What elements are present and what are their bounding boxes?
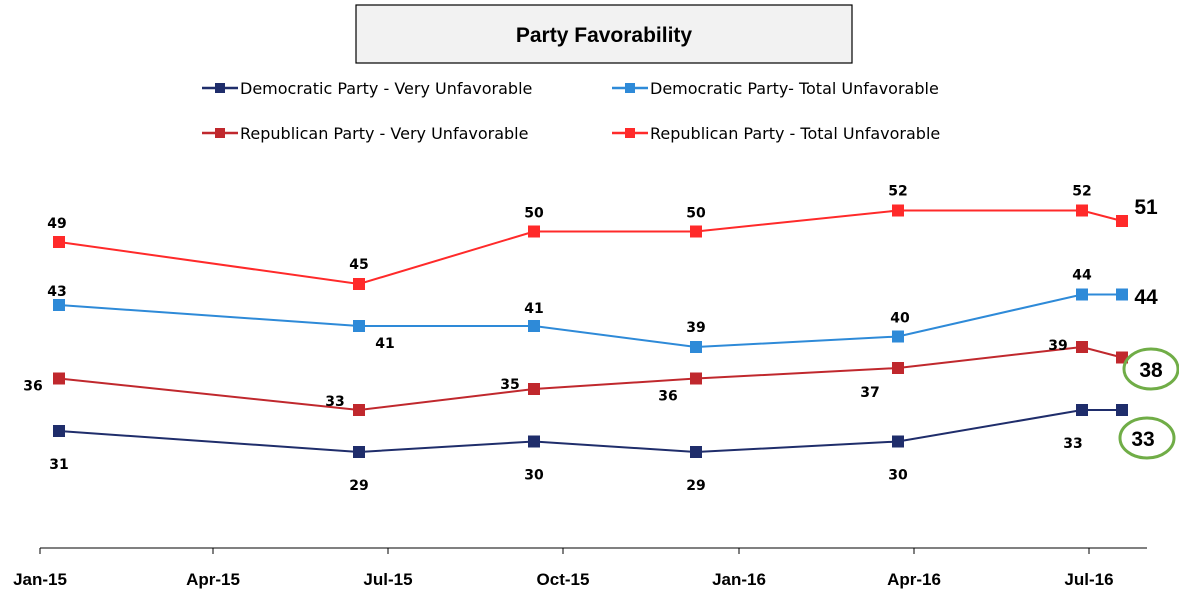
data-label: 50 bbox=[686, 206, 706, 222]
x-axis: Jan-15 Apr-15 Jul-15 Oct-15 Jan-16 Apr-16 Jul-… bbox=[13, 547, 1147, 589]
data-point bbox=[690, 446, 702, 458]
data-point bbox=[1076, 288, 1088, 301]
chart-title-group: Party Favorability bbox=[355, 4, 853, 64]
data-point bbox=[353, 278, 365, 290]
data-point bbox=[53, 372, 65, 385]
x-tick-label: Apr-15 bbox=[186, 570, 240, 589]
data-label: 44 bbox=[1072, 268, 1092, 284]
legend-marker bbox=[625, 128, 635, 138]
data-label: 31 bbox=[49, 457, 68, 473]
legend-label: Democratic Party- Total Unfavorable bbox=[650, 79, 939, 98]
series-republican-party-very-unfavorable bbox=[53, 341, 1128, 416]
legend-label: Republican Party - Very Unfavorable bbox=[240, 124, 528, 143]
end-value-label: 38 bbox=[1139, 359, 1163, 382]
legend-item-democratic-party-total-unfavorable: Democratic Party- Total Unfavorable bbox=[612, 79, 939, 98]
chart-legend: Democratic Party - Very Unfavorable Democ… bbox=[202, 79, 940, 143]
data-point bbox=[353, 404, 365, 416]
data-point bbox=[1076, 404, 1088, 416]
chart-title-box bbox=[355, 4, 853, 64]
data-label: 52 bbox=[1072, 184, 1091, 200]
data-point bbox=[1076, 204, 1088, 217]
x-tick-label: Oct-15 bbox=[537, 570, 590, 589]
data-point bbox=[1116, 288, 1128, 301]
data-point bbox=[1116, 215, 1128, 227]
data-point bbox=[1076, 341, 1088, 353]
chart-title: Party Favorability bbox=[516, 24, 693, 47]
x-tick-label: Apr-16 bbox=[887, 570, 941, 589]
data-point bbox=[53, 299, 65, 311]
data-label: 49 bbox=[47, 216, 66, 232]
legend-marker bbox=[625, 83, 635, 93]
series-republican-party-total-unfavorable bbox=[53, 204, 1128, 290]
legend-item-republican-party-very-unfavorable: Republican Party - Very Unfavorable bbox=[202, 124, 528, 143]
data-label: 41 bbox=[375, 336, 394, 352]
series-democratic-party-total-unfavorable bbox=[53, 288, 1128, 353]
x-tick-label: Jul-15 bbox=[363, 570, 412, 589]
data-label: 45 bbox=[349, 257, 368, 273]
data-labels-layer: 31 29 30 29 30 33 43 41 41 39 40 44 36 33 35 36 37 39 49 45… bbox=[23, 184, 1179, 494]
data-label: 36 bbox=[658, 389, 677, 405]
legend-label: Republican Party - Total Unfavorable bbox=[650, 124, 940, 143]
legend-marker bbox=[215, 83, 225, 93]
data-point bbox=[1116, 404, 1128, 416]
data-label: 29 bbox=[686, 478, 705, 494]
legend-marker bbox=[215, 128, 225, 138]
data-point bbox=[53, 425, 65, 437]
data-label: 39 bbox=[1048, 338, 1067, 354]
series-line bbox=[58, 409, 1122, 454]
x-tick-label: Jan-15 bbox=[13, 570, 67, 589]
legend-label: Democratic Party - Very Unfavorable bbox=[240, 79, 532, 98]
data-point bbox=[353, 446, 365, 458]
data-point bbox=[53, 236, 65, 248]
data-point bbox=[528, 225, 540, 238]
data-label: 33 bbox=[325, 394, 344, 410]
data-point bbox=[690, 372, 702, 385]
highlight-circle bbox=[1118, 416, 1176, 460]
data-point bbox=[690, 341, 702, 353]
series-line bbox=[58, 209, 1123, 286]
data-label: 29 bbox=[349, 478, 368, 494]
series-line bbox=[58, 293, 1122, 349]
series-layer bbox=[53, 204, 1128, 458]
data-label: 35 bbox=[500, 377, 519, 393]
data-point bbox=[690, 225, 702, 238]
data-label: 39 bbox=[686, 320, 705, 336]
data-point bbox=[528, 435, 540, 448]
legend-item-democratic-party-very-unfavorable: Democratic Party - Very Unfavorable bbox=[202, 79, 532, 98]
legend-item-republican-party-total-unfavorable: Republican Party - Total Unfavorable bbox=[612, 124, 940, 143]
data-point bbox=[892, 204, 904, 217]
data-point bbox=[353, 320, 365, 332]
series-democratic-party-very-unfavorable bbox=[53, 404, 1128, 458]
data-label: 33 bbox=[1063, 436, 1082, 452]
data-label: 41 bbox=[524, 301, 543, 317]
series-line bbox=[58, 345, 1123, 412]
data-label: 36 bbox=[23, 379, 42, 395]
data-label: 40 bbox=[890, 311, 910, 327]
data-point bbox=[528, 320, 540, 332]
end-value-label: 51 bbox=[1134, 196, 1158, 219]
x-tick-label: Jul-16 bbox=[1064, 570, 1113, 589]
end-value-label: 44 bbox=[1134, 286, 1158, 309]
highlight-circle bbox=[1122, 347, 1179, 391]
data-point bbox=[892, 435, 904, 448]
x-tick-label: Jan-16 bbox=[712, 570, 766, 589]
data-label: 37 bbox=[860, 385, 879, 401]
data-point bbox=[892, 362, 904, 374]
data-point bbox=[892, 330, 904, 343]
data-label: 52 bbox=[888, 184, 907, 200]
end-value-label: 33 bbox=[1131, 428, 1154, 451]
data-point bbox=[528, 383, 540, 395]
data-label: 50 bbox=[524, 206, 544, 222]
data-label: 30 bbox=[524, 468, 544, 484]
data-label: 30 bbox=[888, 468, 908, 484]
data-label: 43 bbox=[47, 284, 66, 300]
